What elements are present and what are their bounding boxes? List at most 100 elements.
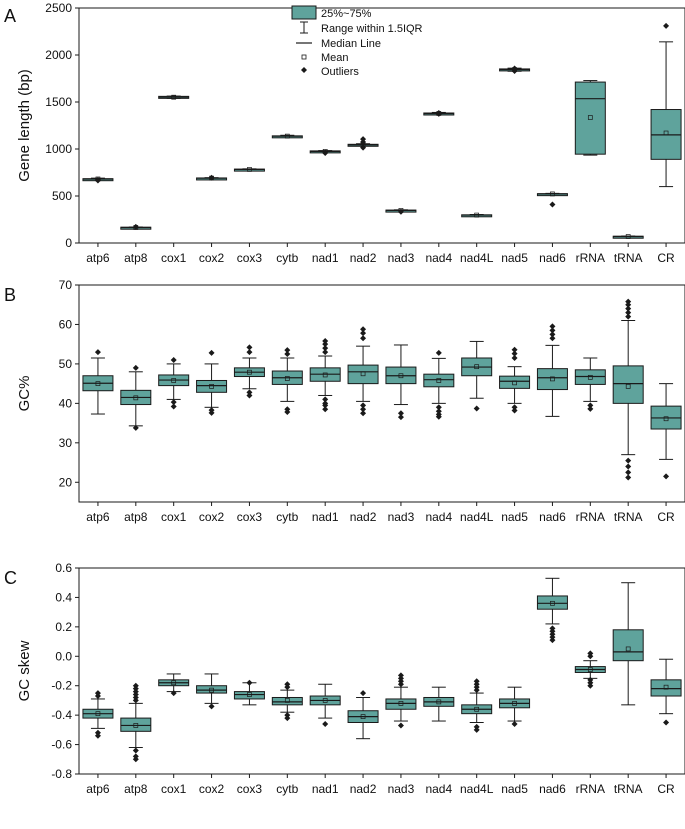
outlier-point: [170, 690, 177, 697]
x-tick-label: cytb: [276, 510, 298, 524]
outlier-point: [322, 338, 329, 345]
mean-marker: [133, 723, 139, 728]
y-tick-label: -0.6: [51, 738, 72, 752]
mean-marker: [625, 384, 631, 389]
x-tick-label: nad6: [539, 510, 566, 524]
outlier-point: [511, 65, 518, 72]
mean-marker: [512, 701, 517, 706]
outlier-point: [208, 349, 215, 356]
outlier-point: [360, 326, 367, 333]
x-tick-label: atp6: [86, 510, 110, 524]
mean-marker: [663, 130, 669, 136]
mean-marker: [550, 600, 555, 606]
outlier-point: [170, 399, 177, 406]
outlier-point: [473, 405, 480, 412]
outlier-point: [284, 684, 291, 691]
outlier-point: [132, 756, 139, 763]
mean-marker: [322, 372, 328, 378]
mean-marker: [587, 667, 593, 672]
mean-marker: [587, 115, 593, 120]
outlier-point: [322, 149, 329, 156]
iqr-box: [271, 696, 303, 706]
outlier-point: [435, 109, 442, 116]
outlier-point: [549, 323, 556, 330]
outlier-point: [435, 404, 442, 411]
iqr-box: [650, 679, 682, 697]
panel-c: C GC skew -0.8 -0.6 -0.4 -0.2 0.0 0.2 0.4 0.6 atp6…: [4, 561, 685, 796]
y-tick-label: 40: [59, 396, 73, 410]
y-tick-label: -0.4: [51, 708, 72, 722]
outlier-point: [397, 208, 404, 215]
outlier-point: [246, 349, 253, 356]
x-tick-label: cox1: [161, 782, 187, 796]
outlier-point: [94, 177, 101, 184]
outlier-point: [360, 335, 367, 342]
outlier-point: [208, 174, 215, 181]
legend-outlier-icon: [301, 67, 307, 73]
outlier-point: [360, 136, 367, 143]
x-tick-label: CR: [657, 510, 675, 524]
x-tick-label: cox1: [161, 510, 187, 524]
mean-marker: [171, 680, 177, 686]
outlier-point: [360, 402, 367, 409]
legend-mean-icon: [301, 54, 307, 60]
x-tick-label: CR: [657, 251, 675, 265]
x-tick-label: rRNA: [576, 251, 605, 265]
panel-label: C: [4, 568, 17, 588]
outlier-point: [94, 693, 101, 700]
legend-outliers-label: Outliers: [321, 66, 359, 78]
x-tick-label: tRNA: [614, 510, 643, 524]
x-tick-label: nad2: [350, 782, 377, 796]
y-tick-label: 0.2: [55, 620, 72, 634]
x-tick-label: nad4: [425, 510, 452, 524]
iqr-box: [536, 595, 568, 610]
outlier-point: [511, 346, 518, 353]
mean-marker: [663, 684, 669, 690]
mean-marker: [398, 373, 404, 379]
iqr-box: [233, 691, 265, 700]
x-tick-label: tRNA: [614, 251, 643, 265]
y-tick-label: 50: [59, 357, 73, 371]
y-tick-label: 0.0: [55, 649, 72, 663]
x-tick-label: tRNA: [614, 782, 643, 796]
outlier-point: [322, 341, 329, 348]
mean-marker: [360, 371, 366, 377]
outlier-point: [360, 690, 367, 697]
x-tick-label: cox2: [199, 782, 225, 796]
x-tick-label: CR: [657, 782, 675, 796]
x-tick-label: cytb: [276, 782, 298, 796]
panel-label: A: [4, 6, 16, 26]
x-tick-label: nad6: [539, 782, 566, 796]
iqr-box: [120, 717, 152, 732]
outlier-point: [625, 313, 632, 320]
outlier-point: [549, 201, 556, 208]
outlier-point: [132, 364, 139, 371]
outlier-point: [322, 345, 329, 352]
x-tick-label: cox3: [237, 782, 263, 796]
outlier-point: [170, 403, 177, 410]
x-tick-label: nad4: [425, 782, 452, 796]
outlier-point: [360, 330, 367, 337]
x-tick-label: nad6: [539, 251, 566, 265]
outlier-point: [360, 144, 367, 151]
iqr-box: [196, 379, 228, 393]
x-tick-label: nad5: [501, 510, 528, 524]
outlier-point: [473, 687, 480, 694]
y-tick-label: 0.6: [55, 561, 72, 575]
outlier-point: [511, 407, 518, 414]
outlier-point: [246, 392, 253, 399]
outlier-point: [132, 697, 139, 704]
mean-marker: [209, 384, 214, 389]
y-tick-label: 0: [65, 236, 72, 250]
legend-range-label: Range within 1.5IQR: [321, 23, 423, 35]
plot-frame: [78, 284, 685, 503]
x-tick-label: cox3: [237, 510, 263, 524]
outlier-point: [284, 409, 291, 416]
outlier-point: [625, 469, 632, 476]
outlier-point: [663, 719, 670, 726]
outlier-point: [208, 409, 215, 416]
legend-box-label: 25%~75%: [321, 8, 372, 20]
iqr-box: [347, 364, 379, 385]
x-tick-label: cytb: [276, 251, 298, 265]
outlier-point: [397, 410, 404, 417]
